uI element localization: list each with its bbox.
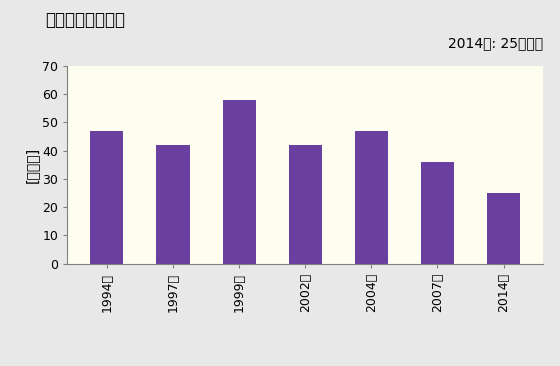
Bar — [421, 162, 454, 264]
Y-axis label: [事業所]: [事業所] — [25, 147, 39, 183]
Bar — [222, 100, 255, 264]
Bar — [288, 145, 322, 264]
Bar — [355, 131, 388, 264]
Bar — [487, 193, 520, 264]
Text: 卸売業の事業所数: 卸売業の事業所数 — [45, 11, 125, 29]
Bar — [90, 131, 123, 264]
Bar — [156, 145, 189, 264]
Text: 2014年: 25事業所: 2014年: 25事業所 — [448, 36, 543, 50]
